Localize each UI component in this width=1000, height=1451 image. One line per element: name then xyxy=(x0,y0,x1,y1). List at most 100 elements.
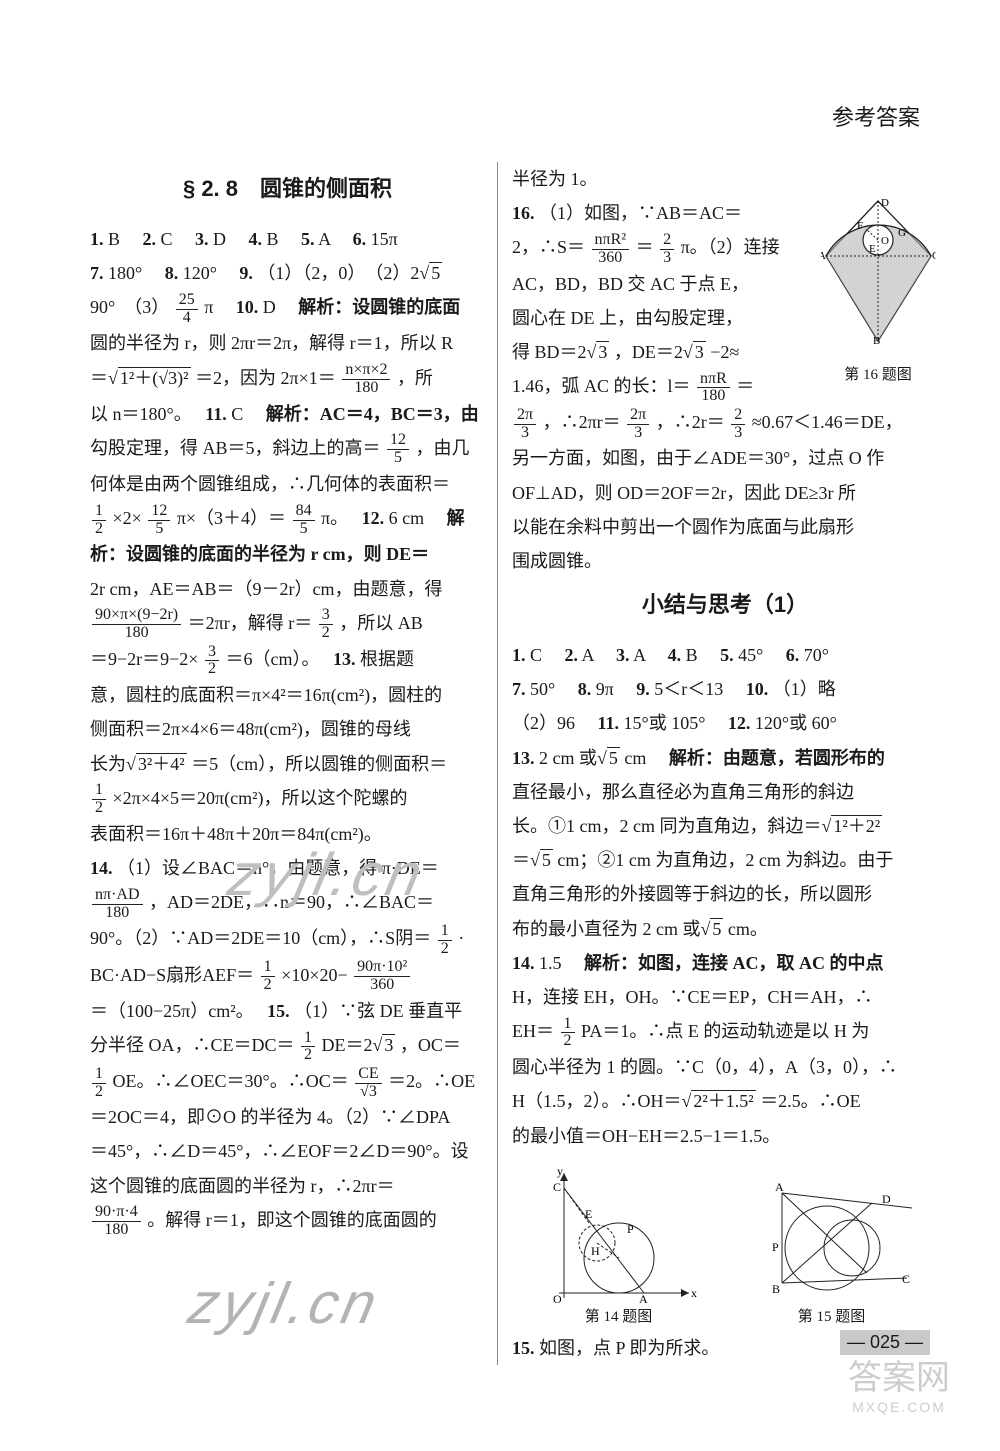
q2-ans: C xyxy=(161,229,173,249)
q14-line-b: nπ·AD180 ，AD＝2DE，∴n＝90，∴∠BAC＝ xyxy=(90,885,485,921)
section-title-2-8: § 2. 8 圆锥的侧面积 xyxy=(90,168,485,210)
q11-line-b: 勾股定理，得 AB＝5，斜边上的高＝ 125 ，由几 xyxy=(90,431,485,467)
figure-16-svg: D F G E O A C B xyxy=(821,196,936,346)
figure-row: C E P H O A x y 第 14 题图 xyxy=(512,1163,938,1332)
figure-14: C E P H O A x y 第 14 题图 xyxy=(529,1163,709,1332)
q10-line-c: ＝√1²＋(√3)² ＝2，因为 2π×1＝ n×π×2180 ，所 xyxy=(90,361,485,397)
answers-line-3: 90° （3） 254 π 10. D 解析：设圆锥的底面 xyxy=(90,290,485,326)
q14-num: 14. xyxy=(90,858,113,878)
q12-line-d: 90×π×(9−2r)180 ＝2πr，解得 r＝ 32 ，所以 AB xyxy=(90,606,485,642)
q12-ans: 6 cm xyxy=(389,508,425,528)
svg-text:E: E xyxy=(869,243,876,255)
q15-line-c: 12 OE。∴∠OEC＝30°。∴OC＝ CE√3 ＝2。∴OE xyxy=(90,1064,485,1100)
q15-line-g: 90·π·4180 。解得 r＝1，即这个圆锥的底面圆的 xyxy=(90,1203,485,1239)
figure-15-caption: 第 15 题图 xyxy=(798,1309,866,1325)
svg-text:C: C xyxy=(553,1180,561,1194)
q6-num: 6. xyxy=(353,229,367,249)
footer-logo: 答案网 MXQE.COM xyxy=(848,1350,950,1415)
q16-line-h: 另一方面，如图，由于∠ADE＝30°，过点 O 作 xyxy=(512,441,938,475)
s-q13-line-f: 布的最小直径为 2 cm 或√5 cm。 xyxy=(512,912,938,946)
s-answers-line-3: （2）96 11. 15°或 105° 12. 120°或 60° xyxy=(512,706,938,740)
s-q14-line-c: EH＝ 12 PA＝1。∴点 E 的运动轨迹是以 H 为 xyxy=(512,1014,938,1050)
s-answers-line-2: 7. 50° 8. 9π 9. 5＜r＜13 10. （1）略 xyxy=(512,672,938,706)
q14-q15-line: ＝（100−25π）cm²。 15. （1）∵弦 DE 垂直平 xyxy=(90,994,485,1028)
section-title-summary-1: 小结与思考（1） xyxy=(512,584,938,626)
q12-line-b: 析：设圆锥的底面的半径为 r cm，则 DE＝ xyxy=(90,537,485,571)
q10-q11-line: 以 n＝180°。 11. C 解析：AC＝4，BC＝3，由 xyxy=(90,397,485,431)
q10-line-b: 圆的半径为 r，则 2πr＝2π，解得 r＝1，所以 R xyxy=(90,326,485,360)
svg-text:A: A xyxy=(821,250,826,262)
svg-text:B: B xyxy=(772,1282,780,1296)
s-q14-line-e: H（1.5，2）。∴OH＝√2²＋1.5² ＝2.5。∴OE xyxy=(512,1084,938,1118)
svg-text:E: E xyxy=(585,1207,592,1221)
q9-ans-b: 90° （3） xyxy=(90,297,169,317)
q16-line-i: OF⊥AD，则 OD＝2OF＝2r，因此 DE≥3r 所 xyxy=(512,476,938,510)
svg-text:D: D xyxy=(881,197,889,209)
figure-16-caption: 第 16 题图 xyxy=(818,361,938,390)
two-column-layout: § 2. 8 圆锥的侧面积 1. B 2. C 3. D 4. B 5. A 6… xyxy=(90,162,940,1365)
q11-ans: C xyxy=(231,404,243,424)
q12-line-c: 2r cm，AE＝AB＝（9－2r）cm，由题意，得 xyxy=(90,572,485,606)
svg-text:x: x xyxy=(691,1286,697,1300)
s-q14-line-a: 14. 1.5 解析：如图，连接 AC，取 AC 的中点 xyxy=(512,946,938,980)
q11-line-c: 何体是由两个圆锥组成，∴几何体的表面积＝ xyxy=(90,467,485,501)
q12-line-e: ＝9−2r＝9−2× 32 ＝6（cm）。 13. 根据题 xyxy=(90,642,485,678)
q13-line-c: 侧面积＝2π×4×6＝48π(cm²)，圆锥的母线 xyxy=(90,712,485,746)
answers-line-1: 1. B 2. C 3. D 4. B 5. A 6. 15π xyxy=(90,222,485,256)
svg-text:G: G xyxy=(898,227,906,239)
sqrt5: 5 xyxy=(429,262,442,283)
q5-num: 5. xyxy=(301,229,315,249)
svg-text:A: A xyxy=(775,1180,784,1194)
q10-expl-a: 解析：设圆锥的底面 xyxy=(298,297,460,317)
svg-text:D: D xyxy=(882,1192,891,1206)
answers-line-2: 7. 180° 8. 120° 9. （1）（2，0） （2）2√5 xyxy=(90,256,485,290)
s-q14-line-d: 圆心半径为 1 的圆。∵C（0，4），A（3，0），∴ xyxy=(512,1050,938,1084)
q9-num: 9. xyxy=(239,263,253,283)
q9-ans-c: π xyxy=(204,297,213,317)
s-q13-line-a: 13. 2 cm 或√5 cm 解析：由题意，若圆形布的 xyxy=(512,741,938,775)
q8-num: 8. xyxy=(165,263,179,283)
svg-text:C: C xyxy=(902,1272,910,1286)
page-header: 参考答案 xyxy=(90,100,940,132)
footer-logo-text: 答案网 xyxy=(848,1359,950,1397)
q14-line-c: 90°。（2）∵AD＝2DE＝10（cm），∴S阴＝ 12 · xyxy=(90,921,485,957)
frac-q10: n×π×2180 xyxy=(342,362,390,397)
svg-text:C: C xyxy=(932,250,936,262)
q16-line-j: 以能在余料中剪出一个圆作为底面与此扇形 xyxy=(512,510,938,544)
svg-text:H: H xyxy=(591,1244,600,1258)
q1-ans: B xyxy=(108,229,120,249)
s-q13-line-d: ＝√5 cm；②1 cm 为直角边，2 cm 为斜边。由于 xyxy=(512,843,938,877)
q3-num: 3. xyxy=(195,229,209,249)
q15-num: 15. xyxy=(267,1001,290,1021)
q16-num: 16. xyxy=(512,203,535,223)
svg-text:O: O xyxy=(553,1292,562,1303)
q13-line-e: 12 ×2π×4×5＝20π(cm²)，所以这个陀螺的 xyxy=(90,781,485,817)
q15-line-b: 分半径 OA，∴CE＝DC＝ 12 DE＝2√3 ，OC＝ xyxy=(90,1028,485,1064)
s-q14-line-f: 的最小值＝OH−EH＝2.5−1＝1.5。 xyxy=(512,1119,938,1153)
frac-12-5: 125 xyxy=(387,432,409,467)
svg-text:P: P xyxy=(772,1240,779,1254)
q15-cont: 半径为 1。 xyxy=(512,162,938,196)
q10-ans: D xyxy=(263,297,276,317)
s-answers-line-1: 1. C 2. A 3. A 4. B 5. 45° 6. 70° xyxy=(512,638,938,672)
q12-num: 12. xyxy=(362,508,385,528)
s-q13-line-c: 长。①1 cm，2 cm 同为直角边，斜边＝√1²＋2² xyxy=(512,809,938,843)
frac-25-4: 254 xyxy=(176,292,198,327)
q13-line-b: 意，圆柱的底面积＝π×4²＝16π(cm²)，圆柱的 xyxy=(90,678,485,712)
q10-num: 10. xyxy=(236,297,259,317)
figure-15: A D P B C 第 15 题图 xyxy=(742,1163,922,1332)
q11-line-d: 12 ×2× 125 π×（3＋4）＝ 845 π。 12. 6 cm 解 xyxy=(90,501,485,537)
svg-text:F: F xyxy=(857,220,863,232)
q13-num: 13. xyxy=(333,649,356,669)
q11-num: 11. xyxy=(205,404,227,424)
svg-text:B: B xyxy=(873,335,880,346)
figure-14-caption: 第 14 题图 xyxy=(585,1309,653,1325)
q13-line-d: 长为√3²＋4² ＝5（cm），所以圆锥的侧面积＝ xyxy=(90,747,485,781)
q16-line-k: 围成圆锥。 xyxy=(512,544,938,578)
q15-line-d: ＝2OC＝4，即⊙O 的半径为 4。（2）∵∠DPA xyxy=(90,1100,485,1134)
right-column: 半径为 1。 D F G E O A C B xyxy=(498,162,938,1365)
q15-line-f: 这个圆锥的底面圆的半径为 r，∴2πr＝ xyxy=(90,1169,485,1203)
left-column: § 2. 8 圆锥的侧面积 1. B 2. C 3. D 4. B 5. A 6… xyxy=(90,162,498,1365)
sqrt-q10: 1²＋(√3)² xyxy=(118,367,191,388)
svg-text:y: y xyxy=(557,1164,563,1178)
